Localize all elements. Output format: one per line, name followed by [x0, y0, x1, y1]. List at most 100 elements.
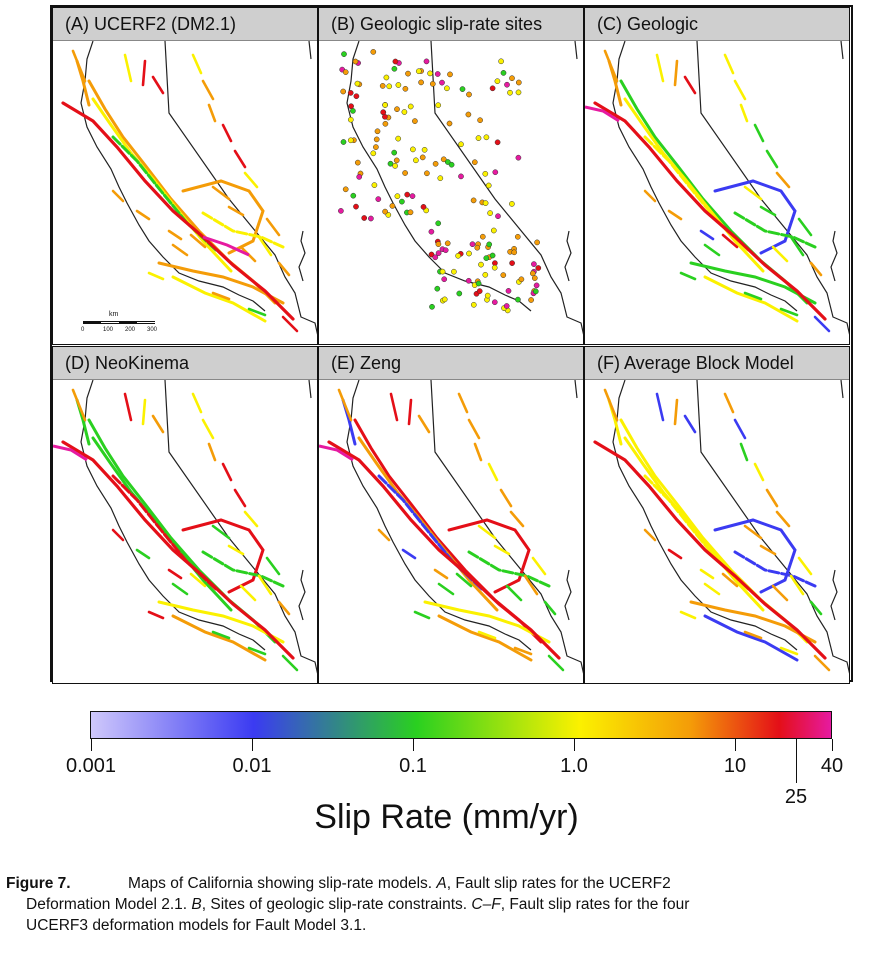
fault-segment [499, 488, 513, 508]
fault-trace [467, 550, 551, 588]
fault-segment [167, 568, 183, 580]
fault-segment [247, 307, 267, 317]
state-boundary [346, 380, 583, 674]
slip-rate-site [374, 128, 381, 135]
fault-segment [487, 462, 499, 482]
fault-segment [505, 584, 523, 602]
slip-rate-site [375, 196, 382, 202]
slip-rate-site [370, 49, 377, 55]
slip-rate-site [509, 260, 515, 266]
fault-trace [713, 179, 797, 255]
slip-rate-site [434, 71, 441, 77]
fault-segment [147, 610, 165, 620]
slip-rate-site [486, 241, 493, 248]
fault-segment [723, 392, 735, 414]
state-boundary [612, 380, 849, 674]
slip-rate-site [439, 79, 445, 86]
fault-segment [111, 528, 125, 542]
slip-rate-site [407, 209, 414, 216]
slip-rate-site [528, 297, 534, 303]
fault-segment [733, 418, 747, 440]
slip-rate-site [494, 139, 501, 146]
slip-rate-site [420, 204, 427, 210]
fault-segment [699, 568, 715, 580]
fault-segment [201, 418, 215, 440]
slip-rate-site [409, 193, 416, 199]
colorbar-tick-label: 0.1 [399, 755, 427, 777]
slip-rate-site [455, 252, 461, 259]
colorbar-tick [832, 739, 833, 751]
slip-rate-site [389, 203, 396, 209]
fault-segment [111, 189, 125, 203]
fault-segment [771, 584, 789, 602]
map-panel-d: (D) NeoKinema [52, 346, 318, 684]
fault-segment [467, 418, 481, 440]
fault-trace [53, 444, 88, 462]
fault-segment [673, 59, 679, 87]
fault-trace [689, 261, 817, 305]
scale-bar-segment [137, 322, 155, 323]
slip-rate-site [485, 182, 492, 189]
slip-rate-site [518, 276, 525, 283]
fault-trace [201, 211, 285, 249]
slip-rate-site [505, 288, 512, 294]
scale-bar-unit: km [109, 311, 119, 318]
fault-segment [683, 75, 697, 95]
fault-segment [703, 582, 721, 596]
slip-rate-site [382, 208, 388, 215]
slip-rate-site [407, 103, 414, 110]
slip-rate-site [475, 135, 482, 141]
map-panel-f: (F) Average Block Model [584, 346, 850, 684]
fault-segment [797, 217, 813, 237]
slip-rate-site [482, 170, 489, 177]
scale-bar-line [83, 321, 155, 324]
fault-segment [455, 572, 473, 588]
state-boundary [80, 380, 317, 674]
fault-segment [789, 574, 805, 596]
fault-segment [71, 388, 87, 422]
slip-rate-site [427, 70, 433, 77]
slip-rate-site [448, 161, 455, 168]
slip-rate-site [435, 250, 442, 256]
slip-rate-site [498, 58, 504, 65]
fault-segment [389, 392, 399, 422]
fault-trace [733, 211, 817, 249]
colorbar-tick [735, 739, 737, 751]
fault-segment [135, 209, 151, 221]
slip-rate-site [456, 290, 463, 297]
fault-segment [739, 442, 749, 462]
slip-rate-site [354, 80, 361, 87]
slip-rate-site [515, 296, 521, 303]
slip-rate-site [353, 203, 359, 210]
fault-trace [437, 614, 533, 662]
california-map-a [61, 41, 317, 335]
slip-rate-site [391, 65, 398, 72]
panel-title-b: (B) Geologic slip-rate sites [319, 8, 583, 41]
slip-rate-site [494, 78, 501, 85]
fault-segment [221, 462, 233, 482]
fault-segment [813, 315, 831, 333]
fault-segment [679, 610, 697, 620]
fault-segment [265, 217, 281, 237]
map-panel-e: (E) Zeng [318, 346, 584, 684]
fault-segment [211, 185, 231, 201]
map-panel-c: (C) Geologic [584, 7, 850, 345]
fault-segment [211, 524, 231, 540]
colorbar-tick-label: 0.001 [65, 755, 117, 777]
slip-rate-site [338, 208, 344, 214]
slip-rate-site [435, 241, 442, 247]
fault-segment [683, 414, 697, 434]
figure-caption: Figure 7. Maps of California showing slip… [6, 873, 891, 936]
fault-segment [643, 528, 657, 542]
caption-text-2b: , Sites of geologic slip-rate constraint… [201, 896, 472, 913]
slip-rate-site [356, 174, 363, 180]
slip-rate-site [410, 146, 416, 153]
slip-rate-site [373, 136, 380, 143]
slip-rate-colorbar [90, 711, 832, 739]
slip-rate-site [352, 58, 359, 65]
fault-segment [243, 171, 259, 189]
slip-rate-site [435, 102, 442, 109]
colorbar-title: Slip Rate (mm/yr) [314, 798, 579, 836]
fault-segment [189, 233, 207, 249]
panel-title-f: (F) Average Block Model [585, 347, 849, 380]
